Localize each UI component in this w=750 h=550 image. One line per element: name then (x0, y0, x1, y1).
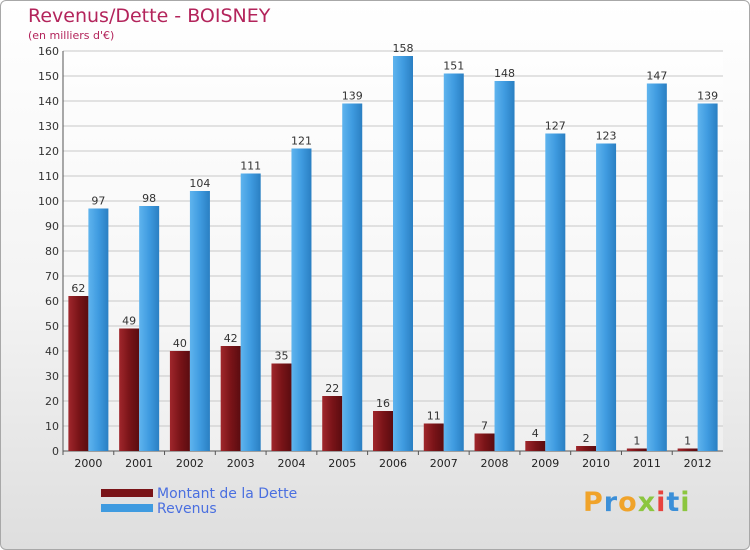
bar-revenus (240, 173, 261, 451)
data-label-dette: 11 (427, 410, 441, 423)
y-tick-label: 30 (45, 370, 59, 383)
y-tick-label: 40 (45, 345, 59, 358)
logo-letter: x (637, 487, 657, 518)
x-tick-label: 2006 (379, 457, 407, 470)
bar-revenus (646, 83, 667, 451)
logo-letter: r (603, 487, 619, 518)
y-tick-label: 50 (45, 320, 59, 333)
y-tick-label: 140 (38, 95, 59, 108)
x-tick-label: 2002 (176, 457, 204, 470)
legend-label-dette: Montant de la Dette (157, 486, 298, 502)
bar-revenus (697, 103, 718, 451)
bar-dette (68, 296, 89, 451)
bar-revenus (189, 191, 210, 451)
x-tick-label: 2008 (481, 457, 509, 470)
chart-subtitle: (en milliers d'€) (28, 29, 115, 42)
bar-revenus (393, 56, 413, 451)
y-tick-label: 80 (45, 245, 59, 258)
x-tick-label: 2000 (74, 457, 102, 470)
data-label-dette: 7 (481, 420, 488, 433)
bar-dette (423, 423, 444, 451)
x-tick-label: 2009 (531, 457, 559, 470)
logo-letter: P (583, 487, 604, 518)
bar-dette (474, 433, 495, 451)
data-label-revenus: 158 (393, 42, 414, 55)
legend-label-revenus: Revenus (157, 501, 217, 517)
data-label-dette: 1 (633, 435, 640, 448)
y-tick-label: 100 (38, 195, 59, 208)
data-label-revenus: 151 (443, 60, 464, 73)
data-label-revenus: 104 (189, 177, 210, 190)
x-tick-label: 2001 (125, 457, 153, 470)
y-tick-label: 120 (38, 145, 59, 158)
data-label-revenus: 98 (142, 192, 156, 205)
data-label-dette: 42 (224, 332, 238, 345)
y-tick-label: 110 (38, 170, 59, 183)
y-tick-label: 20 (45, 395, 59, 408)
y-tick-label: 160 (38, 45, 59, 58)
legend-swatch-revenus (101, 504, 153, 512)
y-tick-label: 10 (45, 420, 59, 433)
data-label-dette: 40 (173, 337, 187, 350)
y-tick-label: 90 (45, 220, 59, 233)
data-label-revenus: 97 (91, 195, 105, 208)
bar-revenus (342, 103, 363, 451)
data-label-dette: 1 (684, 435, 691, 448)
bar-revenus (88, 208, 109, 451)
logo-letter: t (666, 487, 681, 518)
bar-dette (373, 411, 393, 451)
bar-dette (220, 346, 241, 451)
data-label-revenus: 121 (291, 135, 312, 148)
bar-revenus (291, 148, 312, 451)
data-label-revenus: 139 (342, 90, 363, 103)
x-tick-label: 2004 (277, 457, 305, 470)
bar-dette (525, 441, 546, 451)
legend-swatch-dette (101, 489, 153, 497)
bar-dette (626, 448, 647, 451)
bar-dette (576, 446, 597, 451)
x-tick-label: 2010 (582, 457, 610, 470)
x-tick-label: 2007 (430, 457, 458, 470)
logo-letter: o (618, 487, 638, 518)
bar-revenus (139, 206, 160, 451)
data-label-revenus: 123 (596, 130, 617, 143)
logo-letter: i (680, 487, 691, 518)
y-tick-label: 60 (45, 295, 59, 308)
y-tick-label: 130 (38, 120, 59, 133)
bar-revenus (545, 133, 566, 451)
y-tick-label: 150 (38, 70, 59, 83)
bar-revenus (494, 81, 515, 451)
y-tick-label: 70 (45, 270, 59, 283)
bar-revenus (596, 143, 617, 451)
data-label-revenus: 111 (240, 160, 261, 173)
data-label-dette: 16 (376, 397, 390, 410)
data-label-revenus: 147 (646, 70, 667, 83)
bar-dette (119, 328, 140, 451)
data-label-dette: 35 (274, 350, 288, 363)
data-label-revenus: 148 (494, 67, 515, 80)
x-tick-label: 2005 (328, 457, 356, 470)
data-label-dette: 4 (532, 427, 539, 440)
data-label-dette: 62 (71, 282, 85, 295)
bar-dette (271, 363, 292, 451)
logo-letter: i (656, 487, 667, 518)
data-label-revenus: 127 (545, 120, 566, 133)
bar-dette (169, 351, 190, 451)
proxiti-logo: Proxiti (583, 487, 691, 518)
bar-dette (677, 448, 698, 451)
x-tick-label: 2011 (633, 457, 661, 470)
x-tick-label: 2012 (684, 457, 712, 470)
data-label-dette: 2 (583, 432, 590, 445)
data-label-dette: 49 (122, 315, 136, 328)
chart-title: Revenus/Dette - BOISNEY (28, 5, 271, 27)
data-label-revenus: 139 (697, 90, 718, 103)
bar-dette (322, 396, 343, 451)
bar-revenus (443, 73, 464, 451)
data-label-dette: 22 (325, 382, 339, 395)
y-tick-label: 0 (52, 445, 59, 458)
x-tick-label: 2003 (227, 457, 255, 470)
